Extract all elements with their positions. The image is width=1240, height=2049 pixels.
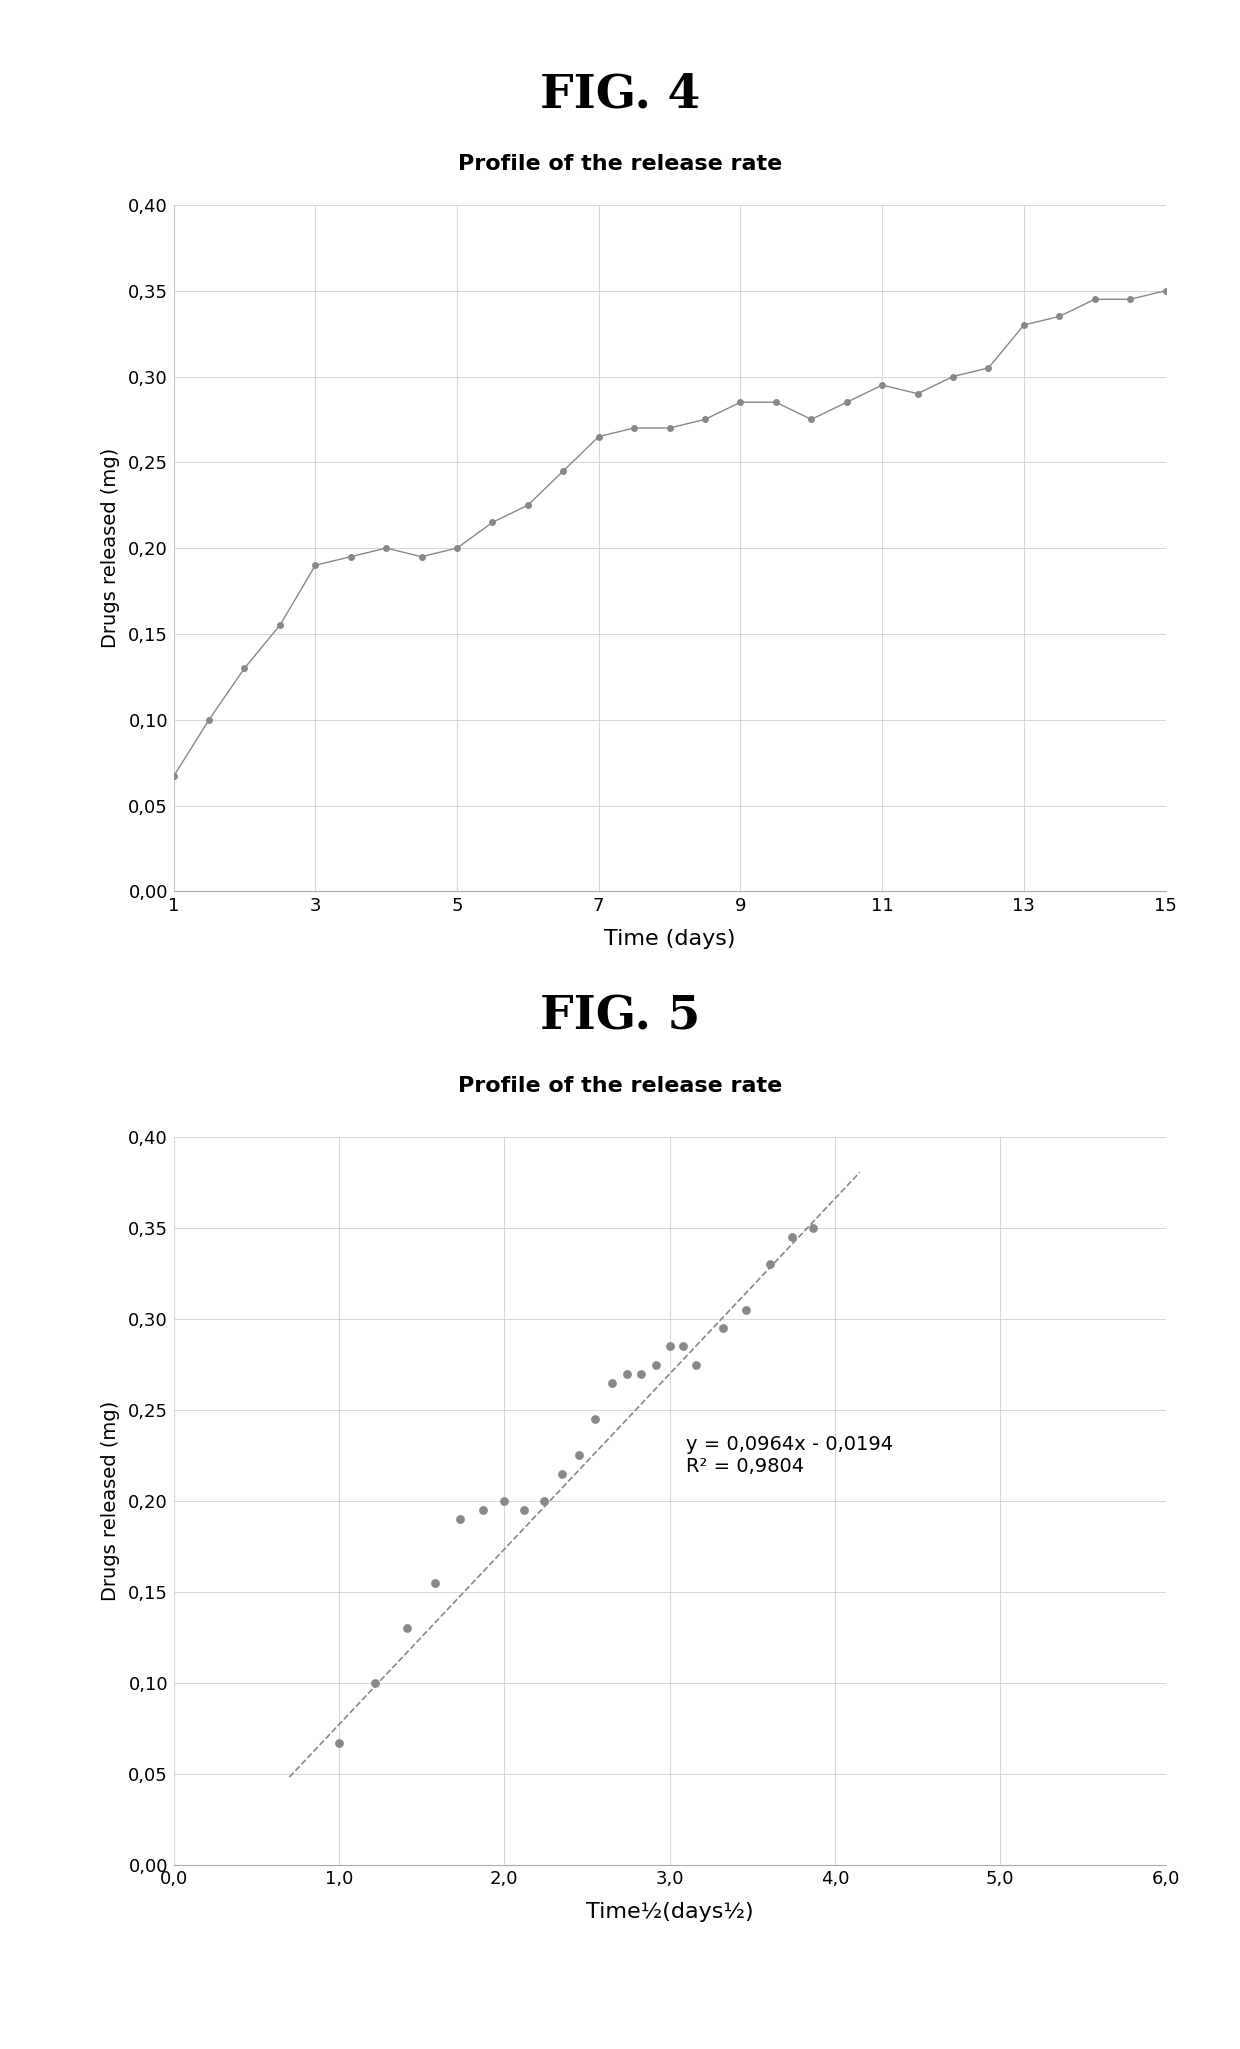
Point <box>450 1502 470 1535</box>
Point <box>534 1483 554 1516</box>
Point <box>713 1311 733 1344</box>
Point <box>425 1565 445 1598</box>
X-axis label: Time (days): Time (days) <box>604 928 735 949</box>
Point <box>804 1211 823 1244</box>
Point <box>397 1613 417 1645</box>
Point <box>646 1348 666 1381</box>
Point <box>329 1727 348 1760</box>
Point <box>472 1494 492 1527</box>
Point <box>673 1330 693 1363</box>
Point <box>660 1330 680 1363</box>
Text: FIG. 4: FIG. 4 <box>539 72 701 117</box>
Point <box>495 1483 515 1516</box>
Point <box>552 1457 572 1490</box>
Y-axis label: Drugs released (mg): Drugs released (mg) <box>100 449 120 647</box>
Point <box>760 1248 780 1281</box>
Point <box>569 1438 589 1471</box>
Point <box>631 1356 651 1389</box>
Text: Profile of the release rate: Profile of the release rate <box>458 154 782 174</box>
Point <box>585 1404 605 1436</box>
X-axis label: Time½(days½): Time½(days½) <box>585 1901 754 1922</box>
Point <box>366 1666 386 1699</box>
Y-axis label: Drugs released (mg): Drugs released (mg) <box>100 1402 120 1600</box>
Point <box>735 1293 755 1326</box>
Text: y = 0,0964x - 0,0194
R² = 0,9804: y = 0,0964x - 0,0194 R² = 0,9804 <box>686 1434 893 1475</box>
Text: Profile of the release rate: Profile of the release rate <box>458 1076 782 1096</box>
Point <box>686 1348 706 1381</box>
Text: FIG. 5: FIG. 5 <box>539 994 701 1039</box>
Point <box>601 1367 621 1399</box>
Point <box>782 1221 802 1254</box>
Point <box>616 1356 636 1389</box>
Point <box>515 1494 534 1527</box>
